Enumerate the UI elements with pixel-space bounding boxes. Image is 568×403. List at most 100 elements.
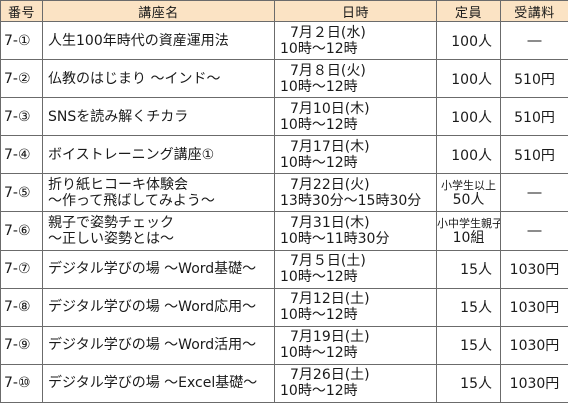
- table-row: 7-⑤ 折り紙ヒコーキ体験会 〜作って飛ばしてみよう〜 7月22日(火) 13時30分〜…: [0, 173, 568, 213]
- cell-capacity: 100人: [436, 59, 501, 99]
- cell-course-name: デジタル学びの場 〜Excel基礎〜: [42, 363, 275, 403]
- cell-course-number: 7-⑨: [0, 325, 43, 365]
- table-body: 7-① 人生100年時代の資産運用法 7月２日(水) 10時〜12時 100人 ― 7-② 仏…: [0, 20, 568, 403]
- course-time: 10時〜12時: [280, 116, 358, 133]
- cell-capacity: 15人: [436, 249, 501, 289]
- cell-course-number: 7-⑦: [0, 249, 43, 289]
- header-capacity: 定員: [436, 0, 501, 22]
- cell-datetime: 7月26日(土) 10時〜12時: [274, 363, 437, 403]
- course-time: 10時〜12時: [280, 154, 358, 171]
- capacity-target: 小中学生親子: [437, 217, 501, 231]
- capacity-count: 100人: [451, 109, 492, 126]
- course-date: 7月２日(水): [290, 24, 366, 41]
- cell-course-number: 7-③: [0, 97, 43, 137]
- cell-capacity: 100人: [436, 20, 501, 61]
- capacity-count: 15人: [460, 338, 492, 355]
- table-row: 7-⑧ デジタル学びの場 〜Word応用〜 7月12日(土) 10時〜12時 15人 10…: [0, 287, 568, 327]
- cell-fee: ―: [500, 211, 568, 251]
- header-name: 講座名: [42, 0, 275, 22]
- course-date: 7月10日(木): [290, 100, 370, 117]
- cell-course-number: 7-⑧: [0, 287, 43, 327]
- table-row: 7-② 仏教のはじまり 〜インド〜 7月８日(火) 10時〜12時 100人 510円: [0, 59, 568, 99]
- cell-course-name: 仏教のはじまり 〜インド〜: [42, 59, 275, 99]
- cell-datetime: 7月８日(火) 10時〜12時: [274, 59, 437, 99]
- cell-datetime: 7月10日(木) 10時〜12時: [274, 97, 437, 137]
- cell-fee: ―: [500, 173, 568, 213]
- capacity-target: 小学生以上: [441, 178, 496, 192]
- header-fee: 受講料: [500, 0, 568, 22]
- cell-course-name: デジタル学びの場 〜Word活用〜: [42, 325, 275, 365]
- table-header: 番号 講座名 日時 定員 受講料: [0, 0, 568, 22]
- course-title: デジタル学びの場 〜Excel基礎〜: [48, 375, 258, 392]
- capacity-count: 15人: [460, 300, 492, 317]
- cell-course-number: 7-②: [0, 59, 43, 99]
- course-date: 7月５日(土): [290, 253, 366, 270]
- cell-course-name: 折り紙ヒコーキ体験会 〜作って飛ばしてみよう〜: [42, 173, 275, 213]
- course-date: 7月12日(土): [290, 291, 370, 308]
- table-row: 7-⑥ 親子で姿勢チェック 〜正しい姿勢とは〜 7月31日(木) 10時〜11時30分小…: [0, 211, 568, 251]
- header-no: 番号: [0, 0, 43, 22]
- cell-course-number: 7-①: [0, 20, 43, 61]
- course-time: 10時〜12時: [280, 78, 358, 95]
- cell-fee: 1030円: [500, 249, 568, 289]
- course-time: 10時〜12時: [280, 383, 358, 400]
- cell-datetime: 7月22日(火) 13時30分〜15時30分: [274, 173, 437, 213]
- course-date: 7月19日(土): [290, 329, 370, 346]
- capacity-count: 100人: [451, 147, 492, 164]
- course-time: 10時〜12時: [280, 307, 358, 324]
- cell-course-number: 7-④: [0, 135, 43, 175]
- course-title: デジタル学びの場 〜Word基礎〜: [48, 261, 257, 278]
- cell-course-name: 人生100年時代の資産運用法: [42, 20, 275, 61]
- course-time: 10時〜12時: [280, 40, 358, 57]
- cell-course-name: デジタル学びの場 〜Word基礎〜: [42, 249, 275, 289]
- course-date: 7月17日(木): [290, 138, 370, 155]
- cell-course-name: SNSを読み解くチカラ: [42, 97, 275, 137]
- course-time: 13時30分〜15時30分: [280, 192, 422, 209]
- course-date: 7月26日(土): [290, 367, 370, 384]
- cell-datetime: 7月12日(土) 10時〜12時: [274, 287, 437, 327]
- cell-course-name: デジタル学びの場 〜Word応用〜: [42, 287, 275, 327]
- table-row: 7-⑦ デジタル学びの場 〜Word基礎〜 7月５日(土) 10時〜12時 15人 103…: [0, 249, 568, 289]
- cell-fee: 1030円: [500, 363, 568, 403]
- cell-course-number: 7-⑩: [0, 363, 43, 403]
- cell-course-number: 7-⑤: [0, 173, 43, 213]
- cell-fee: 510円: [500, 59, 568, 99]
- cell-course-name: 親子で姿勢チェック 〜正しい姿勢とは〜: [42, 211, 275, 251]
- cell-capacity: 15人: [436, 287, 501, 327]
- cell-capacity: 15人: [436, 363, 501, 403]
- capacity-count: 10組: [452, 230, 485, 247]
- cell-fee: 1030円: [500, 325, 568, 365]
- table-row: 7-① 人生100年時代の資産運用法 7月２日(水) 10時〜12時 100人 ―: [0, 20, 568, 61]
- course-subtitle: 〜作って飛ばしてみよう〜: [48, 192, 215, 209]
- course-title: 親子で姿勢チェック: [48, 215, 174, 232]
- cell-capacity: 15人: [436, 325, 501, 365]
- cell-datetime: 7月５日(土) 10時〜12時: [274, 249, 437, 289]
- cell-fee: 510円: [500, 97, 568, 137]
- cell-fee: ―: [500, 20, 568, 61]
- cell-capacity: 100人: [436, 97, 501, 137]
- cell-datetime: 7月31日(木) 10時〜11時30分: [274, 211, 437, 251]
- cell-course-name: ボイストレーニング講座①: [42, 135, 275, 175]
- cell-capacity: 100人: [436, 135, 501, 175]
- course-date: 7月31日(木): [290, 215, 370, 232]
- course-subtitle: 〜正しい姿勢とは〜: [48, 231, 174, 248]
- course-title: 折り紙ヒコーキ体験会: [48, 176, 188, 193]
- cell-datetime: 7月17日(木) 10時〜12時: [274, 135, 437, 175]
- course-time: 10時〜12時: [280, 269, 358, 286]
- cell-fee: 510円: [500, 135, 568, 175]
- cell-capacity: 小学生以上 50人: [436, 173, 501, 213]
- capacity-count: 100人: [451, 71, 492, 88]
- course-time: 10時〜12時: [280, 345, 358, 362]
- course-title: SNSを読み解くチカラ: [48, 108, 189, 125]
- table-row: 7-④ ボイストレーニング講座① 7月17日(木) 10時〜12時 100人 510円: [0, 135, 568, 175]
- course-title: デジタル学びの場 〜Word応用〜: [48, 299, 257, 316]
- course-title: ボイストレーニング講座①: [48, 146, 215, 163]
- capacity-count: 15人: [460, 376, 492, 393]
- capacity-count: 100人: [451, 33, 492, 50]
- course-title: デジタル学びの場 〜Word活用〜: [48, 337, 257, 354]
- header-row: 番号 講座名 日時 定員 受講料: [0, 0, 568, 22]
- header-date: 日時: [274, 0, 437, 22]
- cell-course-number: 7-⑥: [0, 211, 43, 251]
- course-time: 10時〜11時30分: [280, 231, 390, 248]
